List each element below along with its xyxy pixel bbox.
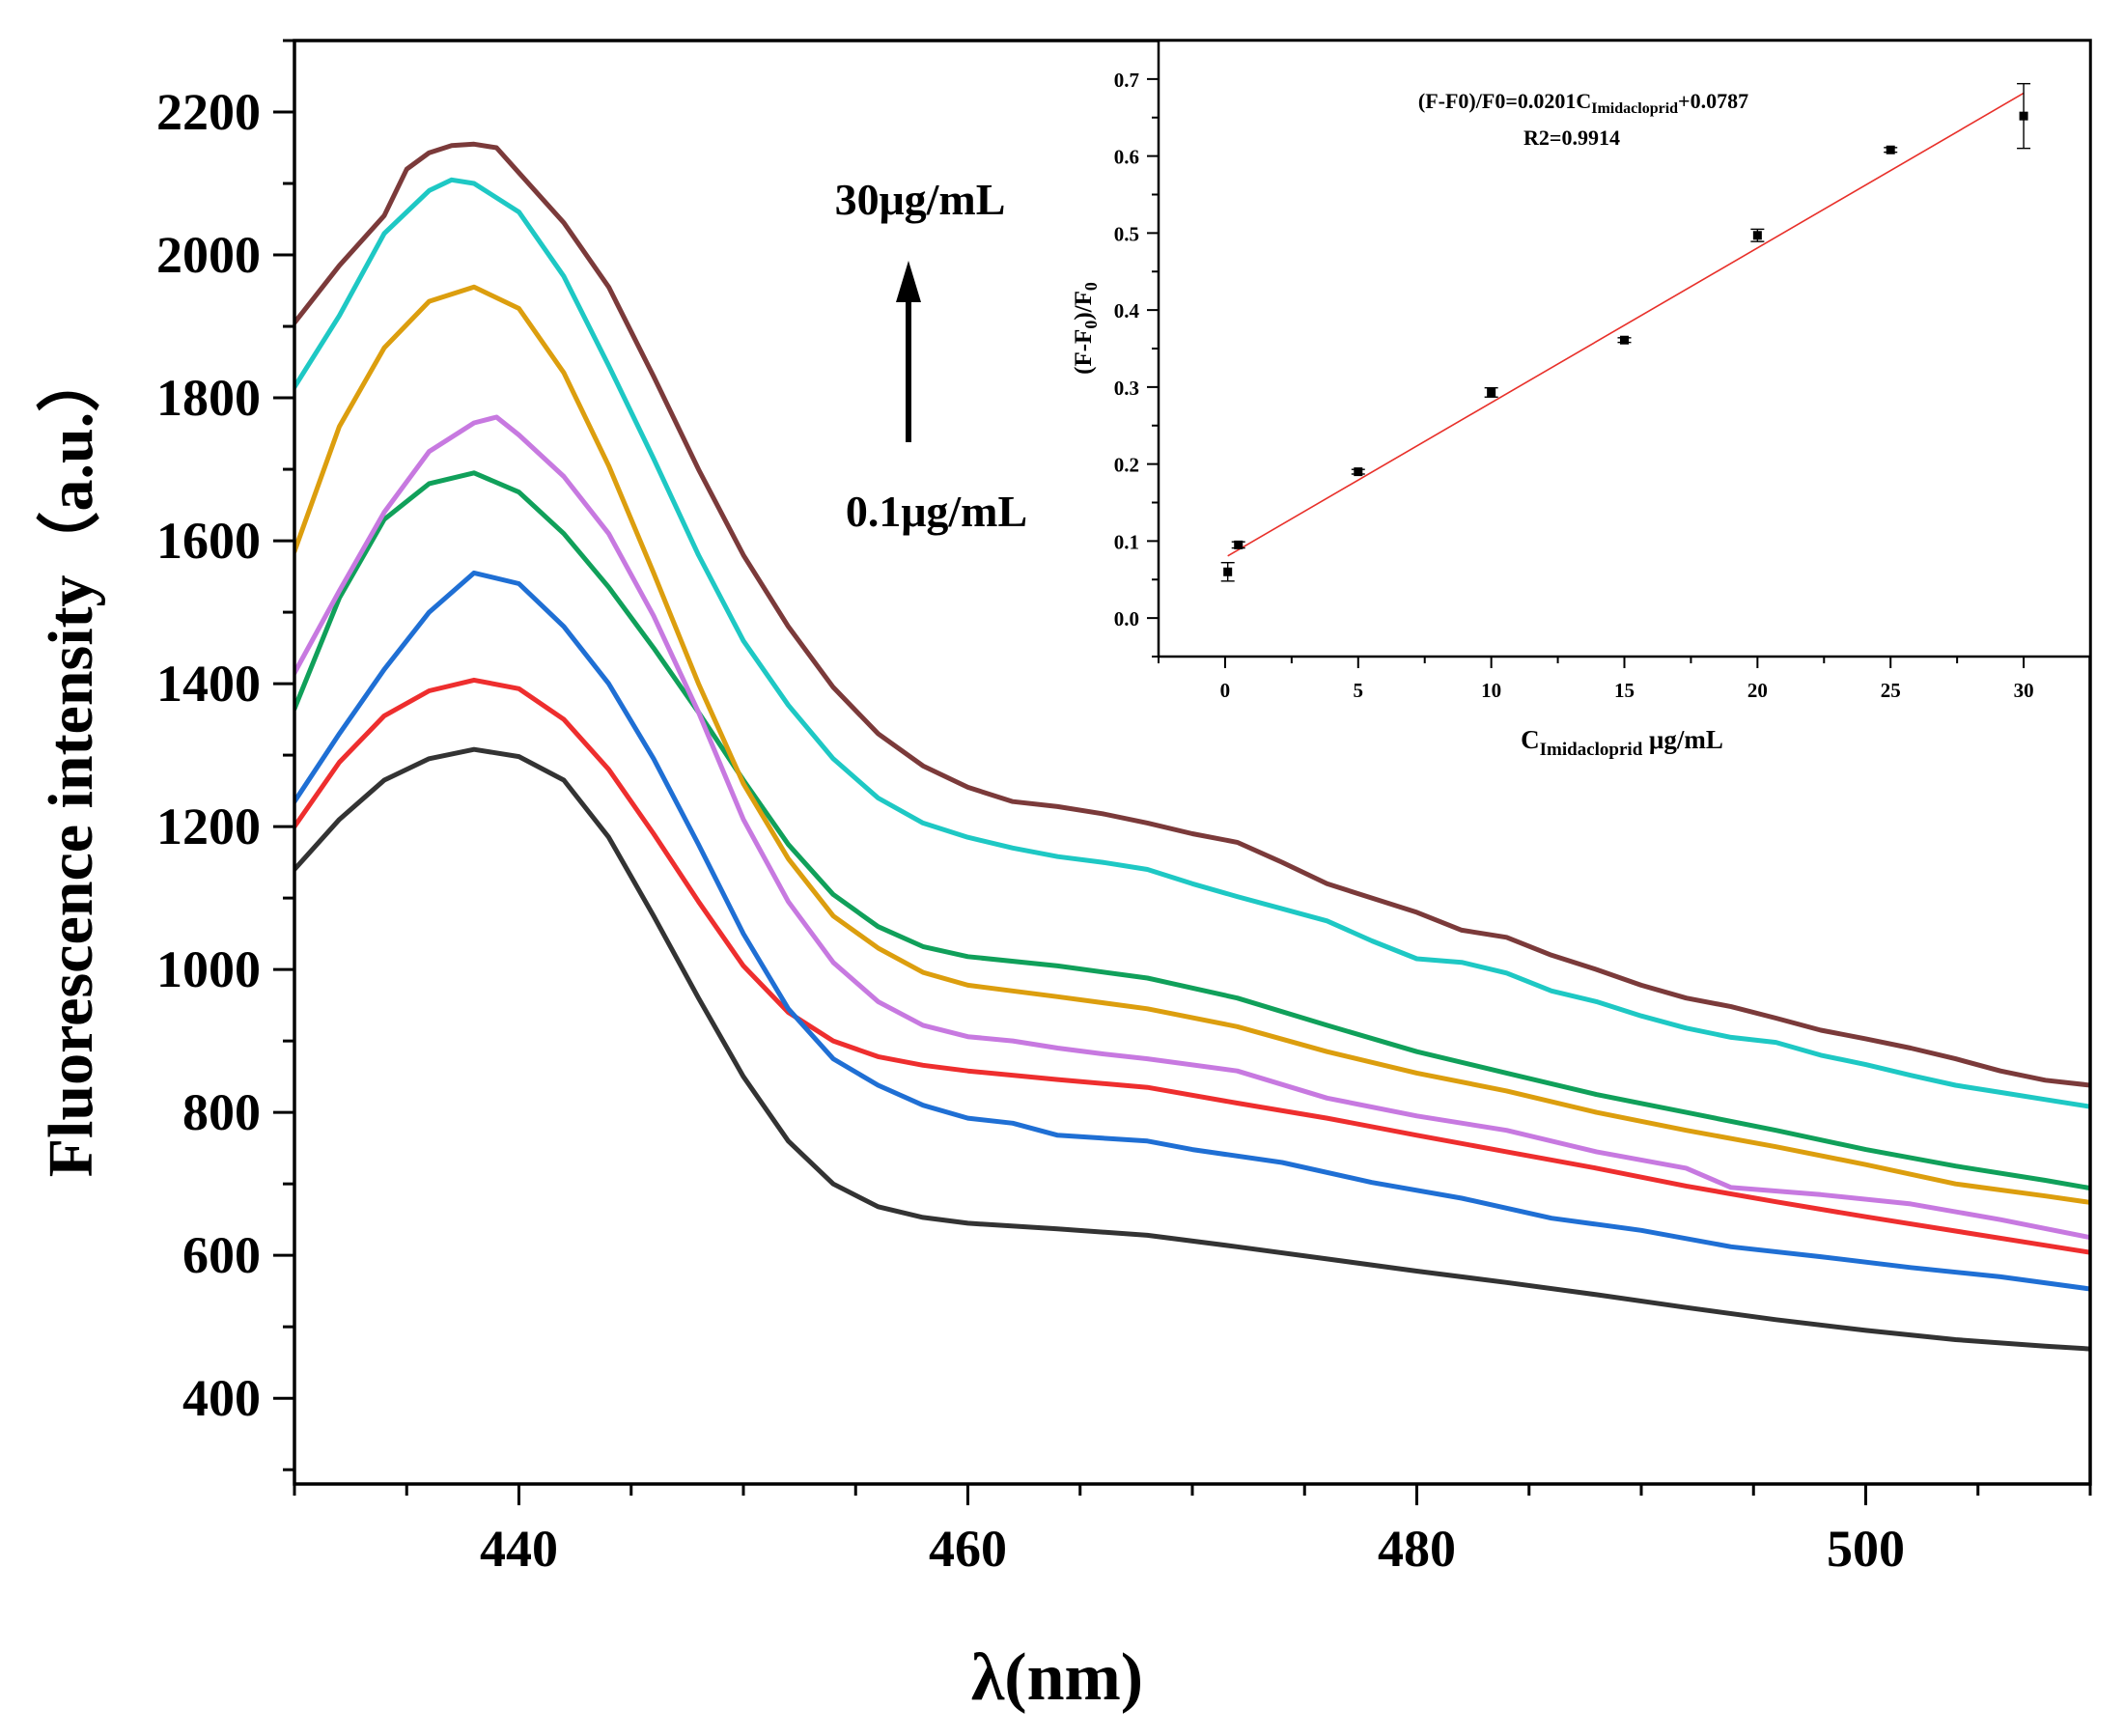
inset-r-squared: R2=0.9914 (1523, 126, 1620, 150)
main-y-tick-label: 2000 (156, 226, 261, 284)
main-y-tick-label: 1200 (156, 798, 261, 855)
inset-x-tick-label: 5 (1354, 679, 1364, 702)
main-x-tick-label: 460 (929, 1520, 1007, 1578)
annotation-arrow-head (896, 261, 921, 302)
inset-y-tick-label: 0.6 (1114, 146, 1139, 169)
inset-y-axis-label: (F-F0)/F0 (1071, 282, 1101, 375)
main-series-group (294, 141, 2090, 1352)
inset-data-point-2 (1234, 540, 1244, 549)
main-y-tick-label: 1600 (156, 512, 261, 570)
spectrum-line-2 (294, 677, 2090, 1255)
inset-x-tick-label: 15 (1614, 679, 1635, 702)
main-y-tick-label: 1800 (156, 369, 261, 427)
main-x-tick-label: 500 (1827, 1520, 1905, 1578)
inset-x-tick-label: 25 (1881, 679, 1901, 702)
inset-y-tick-label: 0.3 (1114, 377, 1139, 400)
main-y-tick-label: 2200 (156, 83, 261, 141)
inset-data-point-5 (1620, 335, 1629, 345)
main-plot: 440 460 480 500 400 600 800 1000 1200 1400 1600 180… (35, 39, 2092, 1715)
main-x-tick-label: 480 (1378, 1520, 1456, 1578)
inset-data-point-6 (1752, 231, 1762, 240)
main-axes: 440 460 480 500 400 600 800 1000 1200 1400 1600 180… (156, 39, 2092, 1578)
inset-data-point-8 (2019, 111, 2028, 121)
main-y-tick-label: 1400 (156, 655, 261, 713)
inset-data-point-7 (1886, 145, 1895, 154)
main-y-tick-label: 600 (182, 1226, 261, 1284)
spectrum-line-7 (294, 177, 2090, 1109)
inset-y-tick-label: 0.7 (1114, 69, 1139, 92)
inset-fit-equation: (F-F0)/F0=0.0201CImidacloprid+0.0787 (1418, 89, 1748, 117)
inset-plot-frame (1157, 39, 2092, 658)
main-y-tick-label: 1000 (156, 940, 261, 998)
main-y-axis-label: Fluorescence intensity（a.u.） (35, 349, 106, 1178)
inset-axes: 0 5 10 15 20 25 30 0.0 0.1 0.2 0.3 0.4 0.5 0.6 0.7 (1114, 40, 2091, 702)
inset-y-tick-label: 0.4 (1114, 299, 1140, 322)
inset-y-tick-label: 0.1 (1114, 530, 1139, 553)
inset-data-point-3 (1354, 467, 1363, 477)
inset-plot: 0 5 10 15 20 25 30 0.0 0.1 0.2 0.3 0.4 0.5 0.6 0.7 (F-… (1071, 39, 2092, 760)
inset-series-group (1220, 82, 2031, 582)
inset-data-point-1 (1223, 567, 1233, 576)
inset-x-axis-label: CImidacloprid μg/mL (1521, 725, 1723, 760)
spectrum-line-4 (294, 470, 2090, 1191)
inset-y-tick-label: 0.2 (1114, 454, 1139, 477)
main-y-tick-label: 400 (182, 1369, 261, 1427)
spectrum-line-5 (294, 414, 2090, 1241)
inset-x-tick-label: 10 (1481, 679, 1501, 702)
inset-y-tick-label: 0.5 (1114, 222, 1139, 245)
spectrum-line-3 (294, 570, 2090, 1292)
annotation-bottom-concentration: 0.1μg/mL (846, 487, 1027, 536)
inset-fit-line (1227, 92, 2025, 557)
inset-x-tick-label: 0 (1220, 679, 1231, 702)
spectrum-line-6 (294, 284, 2090, 1205)
annotation-top-concentration: 30μg/mL (835, 175, 1006, 224)
main-y-tick-label: 800 (182, 1083, 261, 1141)
spectrum-line-1 (294, 746, 2090, 1352)
spectrum-line-8 (294, 141, 2090, 1088)
inset-x-tick-label: 30 (2014, 679, 2034, 702)
inset-data-point-4 (1487, 387, 1496, 397)
inset-x-tick-label: 20 (1747, 679, 1768, 702)
main-x-axis-label: λ(nm) (971, 1640, 1143, 1715)
main-x-tick-label: 440 (480, 1520, 558, 1578)
inset-y-tick-label: 0.0 (1114, 607, 1139, 630)
